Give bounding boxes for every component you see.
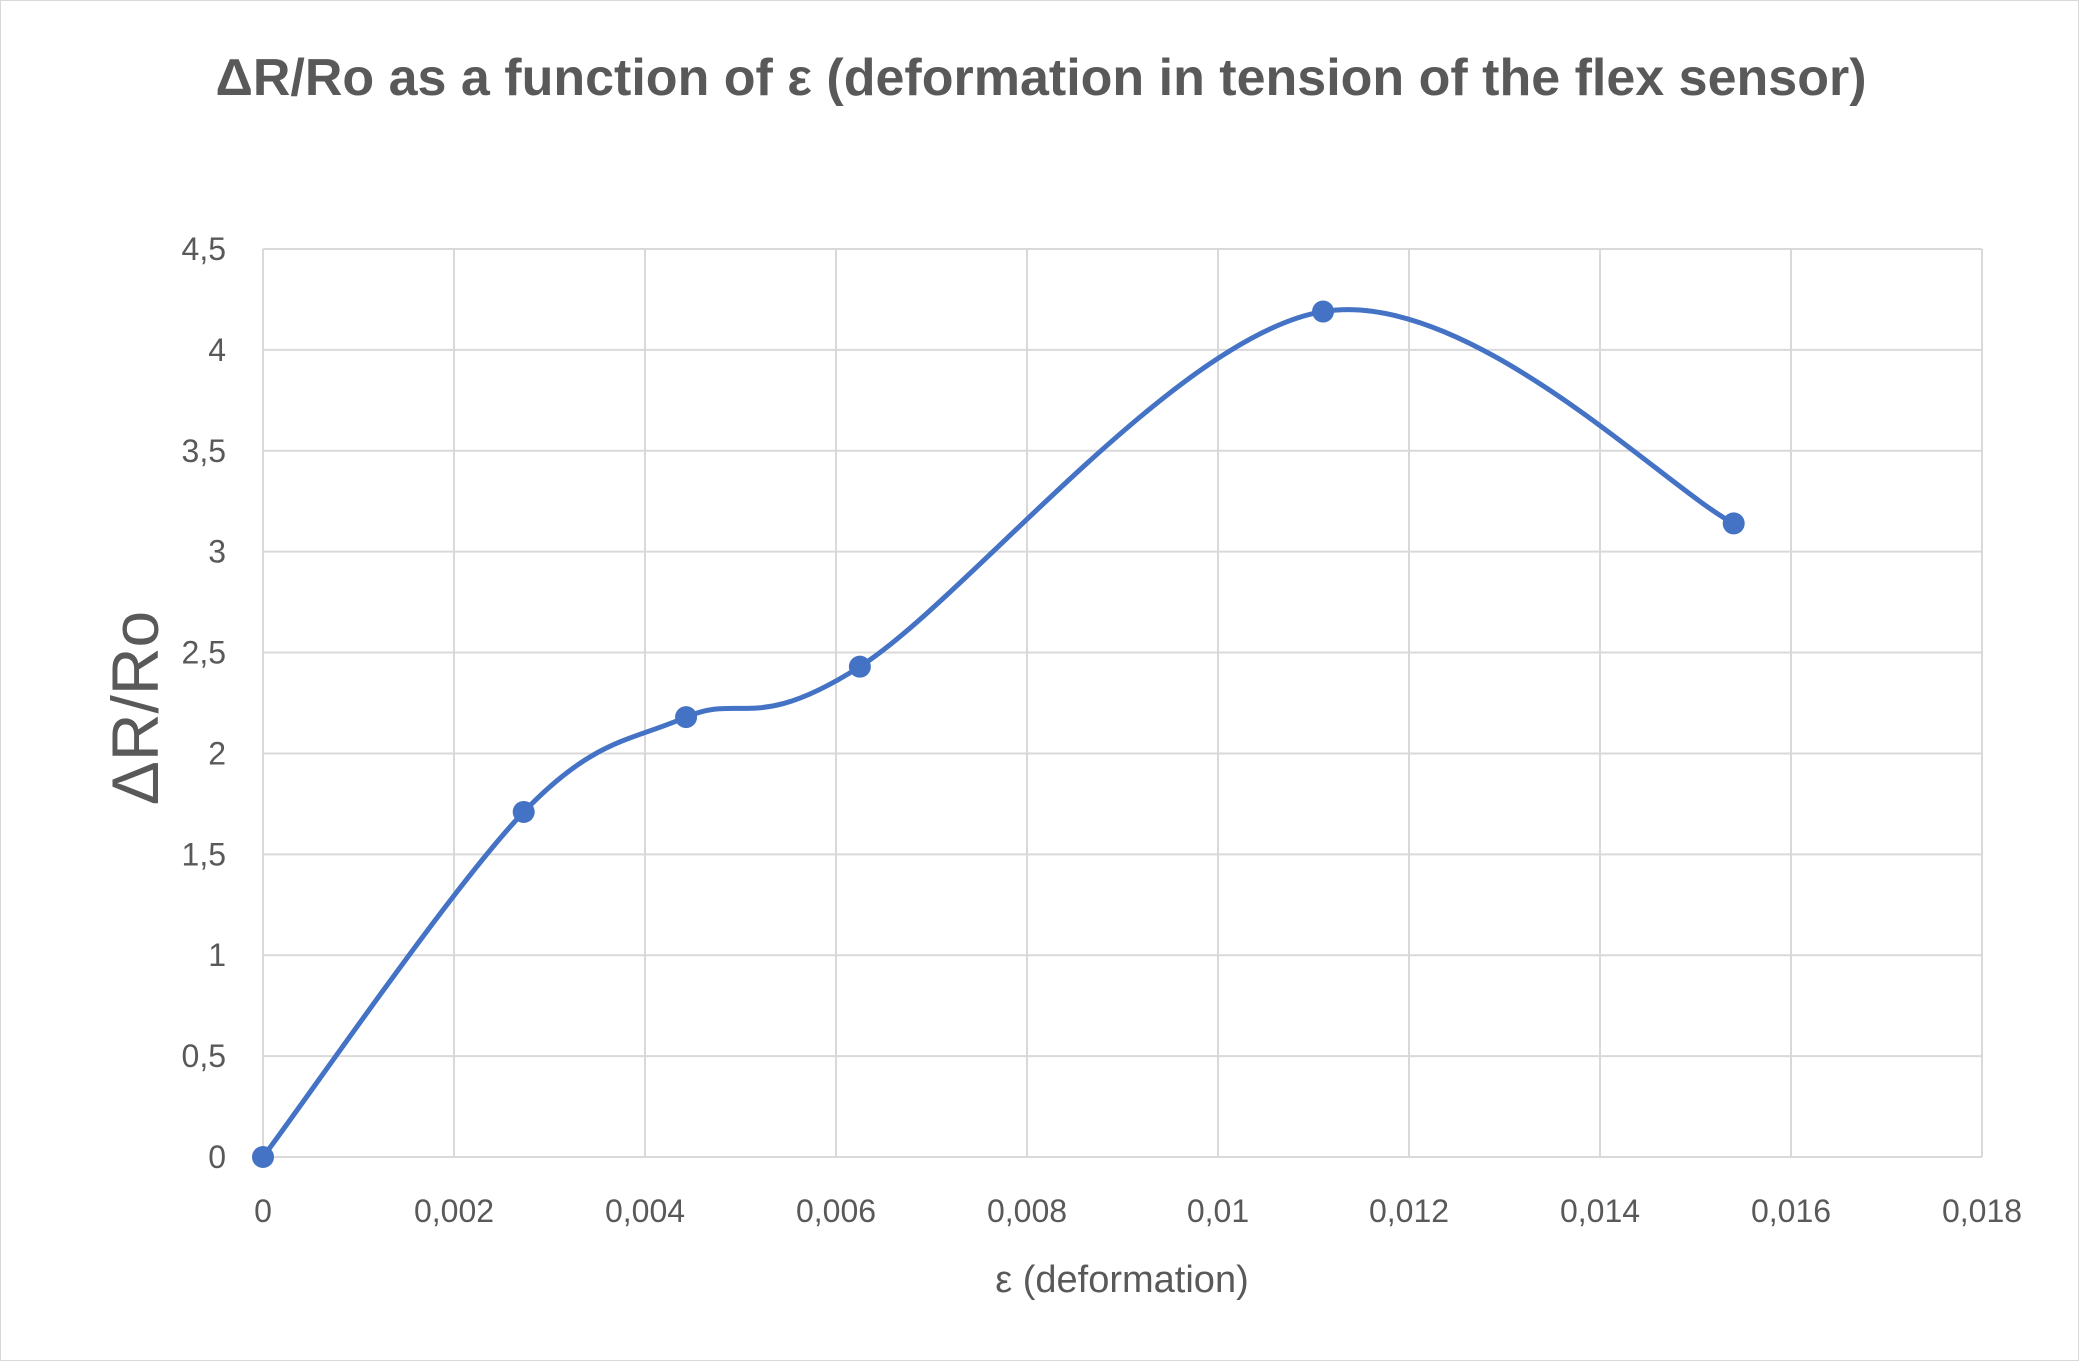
- gridlines: [262, 248, 1983, 1158]
- data-point: [1722, 512, 1745, 535]
- y-tick-label: 4,5: [182, 231, 226, 267]
- data-points: [252, 300, 1745, 1168]
- data-point: [848, 655, 871, 678]
- data-point: [252, 1146, 274, 1168]
- y-tick-label: 0,5: [182, 1038, 226, 1074]
- y-tick-label: 3,5: [182, 433, 226, 469]
- x-tick-label: 0,018: [1942, 1193, 2022, 1229]
- x-tick-label: 0,01: [1187, 1193, 1249, 1229]
- x-tick-label: 0,002: [414, 1193, 494, 1229]
- y-axis-label: ΔR/Ro: [98, 611, 172, 805]
- x-axis-ticks: 0 0,002 0,004 0,006 0,008 0,01 0,012 0,014 0,016…: [254, 1193, 2022, 1229]
- y-axis-ticks: 0 0,5 1 1,5 2 2,5 3 3,5 4 4,5: [182, 231, 226, 1175]
- data-point: [512, 800, 535, 823]
- y-tick-label: 2,5: [182, 635, 226, 671]
- y-tick-label: 3: [208, 534, 226, 570]
- y-tick-label: 0: [208, 1139, 226, 1175]
- x-tick-label: 0,016: [1751, 1193, 1831, 1229]
- x-tick-label: 0,008: [987, 1193, 1067, 1229]
- y-tick-label: 4: [208, 332, 226, 368]
- x-axis-label: ε (deformation): [995, 1259, 1248, 1301]
- y-tick-label: 2: [208, 735, 226, 771]
- x-tick-label: 0,012: [1369, 1193, 1449, 1229]
- x-tick-label: 0,006: [796, 1193, 876, 1229]
- x-tick-label: 0,014: [1560, 1193, 1640, 1229]
- data-point: [1312, 300, 1335, 323]
- x-tick-label: 0,004: [605, 1193, 685, 1229]
- y-tick-label: 1,5: [182, 836, 226, 872]
- data-point: [675, 706, 698, 729]
- y-tick-label: 1: [208, 937, 226, 973]
- chart-title: ΔR/Ro as a function of ε (deformation in…: [215, 49, 1867, 107]
- series-line: [261, 307, 1735, 1159]
- x-tick-label: 0: [254, 1193, 272, 1229]
